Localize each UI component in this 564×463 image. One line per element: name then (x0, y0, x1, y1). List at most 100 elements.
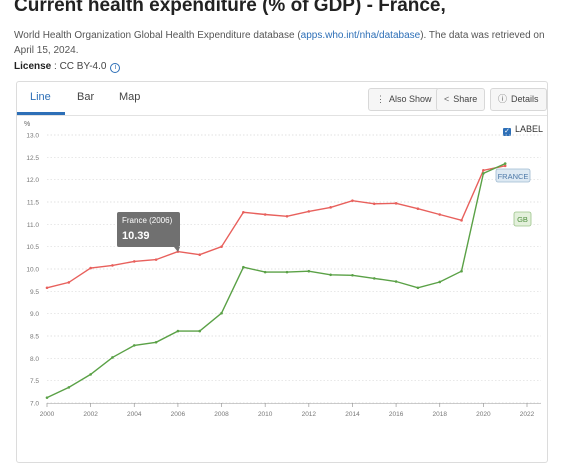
data-point-gb[interactable] (329, 273, 332, 277)
data-point-france[interactable] (307, 210, 311, 213)
y-tick-label: 8.0 (30, 356, 39, 363)
label-toggle[interactable]: ✓ LABEL (503, 124, 543, 136)
data-point-gb[interactable] (132, 344, 136, 347)
data-point-gb[interactable] (285, 270, 289, 274)
data-point-gb[interactable] (263, 270, 267, 274)
data-point-france[interactable] (416, 207, 420, 210)
data-point-gb[interactable] (45, 396, 49, 399)
data-point-gb[interactable] (438, 280, 442, 284)
data-point-gb[interactable] (372, 277, 376, 280)
data-point-france[interactable] (132, 260, 136, 263)
data-point-gb[interactable] (307, 269, 311, 273)
y-tick-label: 11.0 (27, 222, 40, 229)
y-tick-label: 10.5 (26, 244, 39, 251)
data-point-gb[interactable] (89, 373, 92, 376)
data-point-france[interactable] (45, 286, 49, 290)
data-point-gb[interactable] (198, 329, 202, 333)
data-point-france[interactable] (372, 202, 376, 206)
data-point-france[interactable] (503, 164, 507, 168)
share-button[interactable]: < Share (436, 88, 486, 111)
data-point-france[interactable] (154, 258, 158, 261)
tooltip-value: 10.39 (122, 230, 150, 242)
data-point-france[interactable] (67, 281, 71, 284)
data-point-france[interactable] (89, 266, 92, 270)
license-value: : CC BY-4.0 (54, 61, 107, 72)
data-point-france[interactable] (438, 213, 442, 216)
data-point-france[interactable] (285, 214, 289, 218)
end-label-gb-text: GB (517, 215, 528, 224)
active-tab-indicator (17, 112, 65, 115)
tooltip-title: France (2006) (122, 216, 173, 225)
data-point-gb[interactable] (394, 280, 398, 283)
data-point-france[interactable] (198, 253, 202, 257)
data-point-france[interactable] (263, 213, 267, 216)
source-text-after: ). The data was retrieved on April 15, 2… (14, 30, 545, 56)
y-tick-label: 12.0 (26, 177, 39, 184)
x-tick-label: 2020 (476, 411, 491, 418)
license: License : CC BY-4.0 i (14, 61, 121, 73)
details-label: Details (511, 94, 539, 104)
tab-bar: Line Bar Map ⋮ Also Show < Share ⓘ Details (17, 82, 547, 116)
more-vertical-icon: ⋮ (376, 94, 385, 104)
tab-map[interactable]: Map (119, 91, 141, 103)
end-label-france: FRANCE (495, 168, 531, 183)
label-checkbox[interactable]: ✓ (503, 128, 511, 136)
share-icon: < (444, 94, 450, 104)
tab-bar-chart[interactable]: Bar (77, 91, 95, 103)
series-line-france (46, 165, 506, 289)
data-point-gb[interactable] (176, 329, 180, 333)
source-text: World Health Organization Global Health … (14, 30, 301, 41)
details-info-icon: ⓘ (498, 94, 508, 104)
data-point-france[interactable] (111, 264, 114, 267)
x-tick-label: 2000 (40, 411, 55, 418)
also-show-label: Also Show (389, 94, 432, 104)
source-link[interactable]: apps.who.int/nha/database (300, 30, 421, 41)
y-tick-label: 9.0 (30, 311, 39, 318)
details-button[interactable]: ⓘ Details (490, 88, 547, 111)
data-point-france[interactable] (220, 245, 223, 248)
data-point-gb[interactable] (67, 386, 71, 389)
y-tick-label: 7.0 (30, 401, 39, 408)
line-chart: % 7.0 7.5 8.0 8.5 9.0 9.5 10.0 10.5 11.0 11.5 12.0… (24, 121, 541, 418)
share-label: Share (453, 94, 478, 104)
data-point-gb[interactable] (482, 172, 485, 175)
end-label-gb: GB (513, 211, 532, 227)
data-point-france[interactable] (351, 199, 354, 202)
y-tick-label: 9.5 (30, 289, 39, 296)
series-line-gb (46, 162, 506, 399)
data-point-gb[interactable] (220, 311, 223, 315)
x-tick-label: 2008 (214, 411, 229, 418)
info-icon[interactable]: i (110, 63, 121, 73)
data-point-france[interactable] (482, 168, 485, 172)
data-point-gb[interactable] (460, 269, 463, 273)
data-point-france[interactable] (460, 219, 463, 222)
y-tick-label: 10.0 (26, 267, 39, 274)
x-tick-label: 2014 (345, 411, 360, 418)
tooltip: France (2006) 10.39 (117, 212, 180, 252)
x-tick-label: 2012 (302, 411, 317, 418)
data-point-gb[interactable] (242, 265, 245, 269)
x-tick-label: 2018 (432, 411, 447, 418)
y-tick-label: 7.5 (30, 378, 39, 385)
data-point-france[interactable] (394, 202, 398, 205)
data-point-france[interactable] (242, 210, 245, 214)
data-point-gb[interactable] (503, 162, 507, 165)
x-tick-label: 2016 (389, 411, 404, 418)
source-note: World Health Organization Global Health … (14, 28, 550, 58)
gridlines (47, 134, 541, 404)
tooltip-box (117, 212, 180, 247)
license-label: License (14, 61, 52, 72)
y-axis-ticks: 7.0 7.5 8.0 8.5 9.0 9.5 10.0 10.5 11.0 11.5 12.0 12… (26, 133, 39, 408)
data-point-france[interactable] (329, 206, 332, 209)
x-tick-label: 2022 (520, 411, 535, 418)
label-toggle-text: LABEL (515, 124, 544, 134)
tab-line[interactable]: Line (30, 91, 51, 103)
tooltip-pointer (174, 247, 180, 252)
data-point-gb[interactable] (351, 273, 354, 277)
y-tick-label: 12.5 (26, 155, 39, 162)
data-point-gb[interactable] (111, 356, 114, 359)
y-tick-label: 8.5 (30, 334, 39, 341)
data-point-gb[interactable] (416, 286, 420, 290)
y-tick-label: 11.5 (27, 200, 40, 207)
data-point-gb[interactable] (154, 340, 158, 344)
